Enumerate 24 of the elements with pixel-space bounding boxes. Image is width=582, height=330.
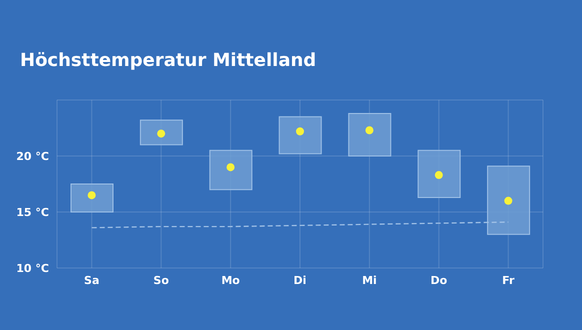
point	[226, 163, 235, 172]
bar	[278, 116, 322, 154]
bar	[348, 112, 392, 156]
bar	[70, 184, 114, 212]
bar	[140, 120, 183, 146]
point	[157, 130, 166, 138]
point	[365, 126, 374, 134]
x-tick-label: Fr	[502, 274, 515, 287]
bar	[209, 150, 252, 190]
x-tick-label: Sa	[84, 274, 100, 287]
x-tick-label: So	[153, 274, 170, 287]
chart-title: Höchsttemperatur Mittelland	[20, 50, 316, 71]
point	[296, 127, 304, 136]
bar	[418, 150, 461, 198]
y-tick-label: 20 °C	[16, 150, 49, 163]
x-tick-label: Mo	[221, 274, 240, 287]
x-tick-label: Di	[294, 274, 306, 287]
y-tick-label: 15 °C	[16, 206, 49, 219]
point	[434, 171, 443, 180]
y-tick-label: 10 °C	[16, 262, 49, 275]
point	[88, 191, 96, 200]
x-tick-label: Mi	[362, 274, 377, 287]
point	[504, 196, 512, 205]
x-tick-label: Do	[430, 274, 448, 287]
